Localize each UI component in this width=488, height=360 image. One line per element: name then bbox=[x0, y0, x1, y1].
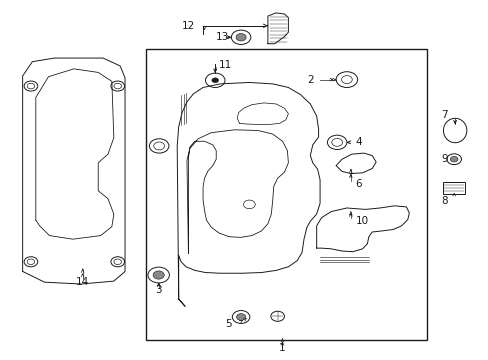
Circle shape bbox=[449, 156, 457, 162]
Text: 7: 7 bbox=[440, 111, 447, 121]
Text: 4: 4 bbox=[355, 138, 362, 147]
Circle shape bbox=[236, 314, 245, 320]
Circle shape bbox=[211, 78, 218, 83]
Bar bbox=[146, 49, 427, 339]
Text: 11: 11 bbox=[219, 59, 232, 69]
Circle shape bbox=[153, 271, 164, 279]
Text: 9: 9 bbox=[440, 154, 447, 164]
Text: 14: 14 bbox=[76, 277, 89, 287]
Text: 8: 8 bbox=[440, 196, 447, 206]
Text: 6: 6 bbox=[355, 179, 362, 189]
Text: 12: 12 bbox=[181, 21, 194, 31]
Text: 10: 10 bbox=[355, 216, 368, 226]
Text: 1: 1 bbox=[279, 343, 285, 353]
Text: 2: 2 bbox=[306, 75, 313, 85]
Text: 3: 3 bbox=[155, 285, 162, 295]
Circle shape bbox=[236, 33, 245, 41]
Text: 5: 5 bbox=[225, 319, 232, 329]
Text: 13: 13 bbox=[216, 32, 229, 42]
Bar bbox=[443, 182, 465, 194]
